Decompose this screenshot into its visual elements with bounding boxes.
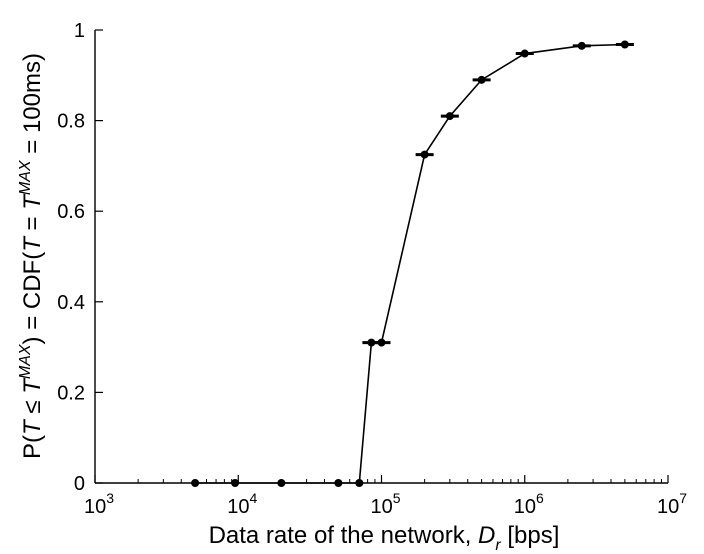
x-axis-tick-labels: 103 104 105 106 107 — [84, 490, 687, 518]
y-axis-tick-labels: 0 0.2 0.4 0.6 0.8 1 — [57, 20, 85, 495]
data-point — [420, 150, 429, 159]
y-axis-label-le: ≤ — [19, 394, 46, 421]
y-axis-label-p1: P( — [19, 435, 46, 459]
y-tick-label: 0.8 — [57, 111, 85, 133]
data-point — [377, 338, 386, 347]
y-axis-label-t4: T — [19, 193, 46, 210]
x-axis-label-var: D — [478, 522, 495, 549]
x-tick-label-base: 10 — [84, 496, 106, 518]
x-tick-label-exponent: 5 — [393, 490, 401, 506]
x-axis-label: Data rate of the network, Dr [bps] — [209, 522, 560, 554]
x-tick-label-base: 10 — [657, 496, 679, 518]
y-axis-label-t2: T — [19, 377, 46, 394]
y-tick-label: 0.6 — [57, 201, 85, 223]
data-point — [577, 41, 586, 50]
x-tick-label-exponent: 7 — [679, 490, 687, 506]
y-axis-label-p2: ) = CDF( — [19, 252, 46, 345]
data-points — [191, 40, 629, 487]
x-tick-label: 104 — [227, 490, 257, 518]
y-tick-label: 1 — [74, 20, 85, 42]
y-axis-label-sup1: MAX — [17, 343, 34, 379]
y-axis-label-eq: = — [19, 210, 46, 237]
plot-area: 103 104 105 106 107 00.20.40.60.81 — [57, 20, 687, 518]
x-tick-label-exponent: 4 — [249, 490, 257, 506]
x-tick-label-exponent: 6 — [536, 490, 544, 506]
data-point — [191, 479, 200, 487]
data-point — [367, 338, 376, 347]
data-point — [477, 75, 486, 84]
y-axis-label-t3: T — [19, 235, 46, 252]
y-axis-label-t1: T — [19, 418, 46, 435]
y-tick-label: 0.4 — [57, 292, 85, 314]
x-axis-label-unit: [bps] — [501, 522, 560, 549]
y-axis-label: P(T ≤ TMAX) = CDF(T = TMAX = 100ms) — [17, 53, 46, 459]
x-axis-label-sub: r — [495, 537, 501, 554]
x-tick-label: 107 — [657, 490, 687, 518]
x-tick-label-base: 10 — [227, 496, 249, 518]
data-point — [355, 479, 364, 487]
y-tick-label: 0 — [74, 473, 85, 495]
x-axis-label-main: Data rate of the network, — [209, 522, 478, 549]
error-bars — [362, 42, 634, 345]
x-tick-label: 106 — [514, 490, 544, 518]
x-tick-label-exponent: 3 — [106, 490, 114, 506]
x-tick-label-base: 10 — [370, 496, 392, 518]
data-point — [445, 112, 454, 121]
data-point — [231, 479, 240, 487]
data-point — [277, 479, 286, 487]
data-point — [620, 40, 629, 49]
y-tick-label: 0.2 — [57, 382, 85, 404]
y-axis-label-sup2: MAX — [17, 159, 34, 195]
x-tick-label: 105 — [370, 490, 400, 518]
series-line — [195, 43, 625, 484]
data-point — [520, 49, 529, 58]
y-axis-ticks — [95, 29, 103, 484]
x-tick-label: 103 — [84, 490, 114, 518]
x-tick-label-base: 10 — [514, 496, 536, 518]
y-axis-label-p3: = 100ms) — [19, 53, 46, 160]
data-point — [334, 479, 343, 487]
